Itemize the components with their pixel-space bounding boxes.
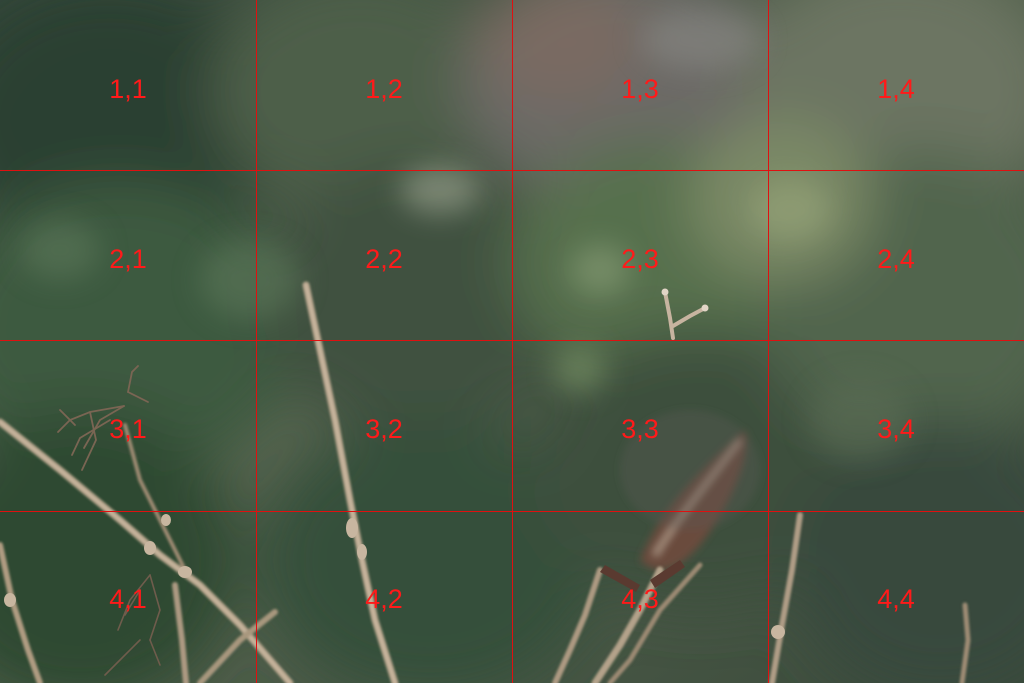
grid-cell-label: 2,4 bbox=[877, 244, 915, 274]
stem-nodes bbox=[4, 514, 785, 639]
grid-cell-label: 3,2 bbox=[365, 414, 403, 444]
grid-cell-label: 4,2 bbox=[365, 584, 403, 614]
dried-flower-cluster bbox=[57, 365, 149, 471]
grid-line-vertical-1 bbox=[256, 0, 257, 683]
stem-pods bbox=[600, 560, 685, 592]
dried-flower-cluster-lower bbox=[104, 574, 161, 676]
grid-cell-label: 2,1 bbox=[109, 244, 147, 274]
grid-cell-label: 4,1 bbox=[109, 584, 147, 614]
grid-cell-label: 1,4 bbox=[877, 74, 915, 104]
small-twig bbox=[661, 288, 709, 340]
grid-line-vertical-3 bbox=[768, 0, 769, 683]
grid-cell-label: 4,4 bbox=[877, 584, 915, 614]
grid-cell-label: 4,3 bbox=[621, 584, 659, 614]
grid-cell-label: 1,3 bbox=[621, 74, 659, 104]
grid-line-horizontal-1 bbox=[0, 170, 1024, 171]
blurred-bud bbox=[620, 410, 760, 571]
grid-cell-label: 2,3 bbox=[621, 244, 659, 274]
grid-line-vertical-2 bbox=[512, 0, 513, 683]
grid-cell-label: 1,2 bbox=[365, 74, 403, 104]
plant-stems bbox=[0, 281, 971, 683]
grid-cell-label: 3,1 bbox=[109, 414, 147, 444]
grid-line-horizontal-3 bbox=[0, 511, 1024, 512]
foliage-highlights bbox=[20, 10, 910, 460]
grid-cell-label: 2,2 bbox=[365, 244, 403, 274]
grid-cell-label: 3,4 bbox=[877, 414, 915, 444]
grid-cell-label: 3,3 bbox=[621, 414, 659, 444]
grid-cell-label: 1,1 bbox=[109, 74, 147, 104]
grid-line-horizontal-2 bbox=[0, 340, 1024, 341]
